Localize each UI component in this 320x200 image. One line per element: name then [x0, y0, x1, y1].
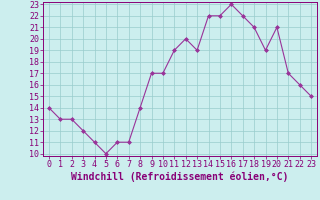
- X-axis label: Windchill (Refroidissement éolien,°C): Windchill (Refroidissement éolien,°C): [71, 172, 289, 182]
